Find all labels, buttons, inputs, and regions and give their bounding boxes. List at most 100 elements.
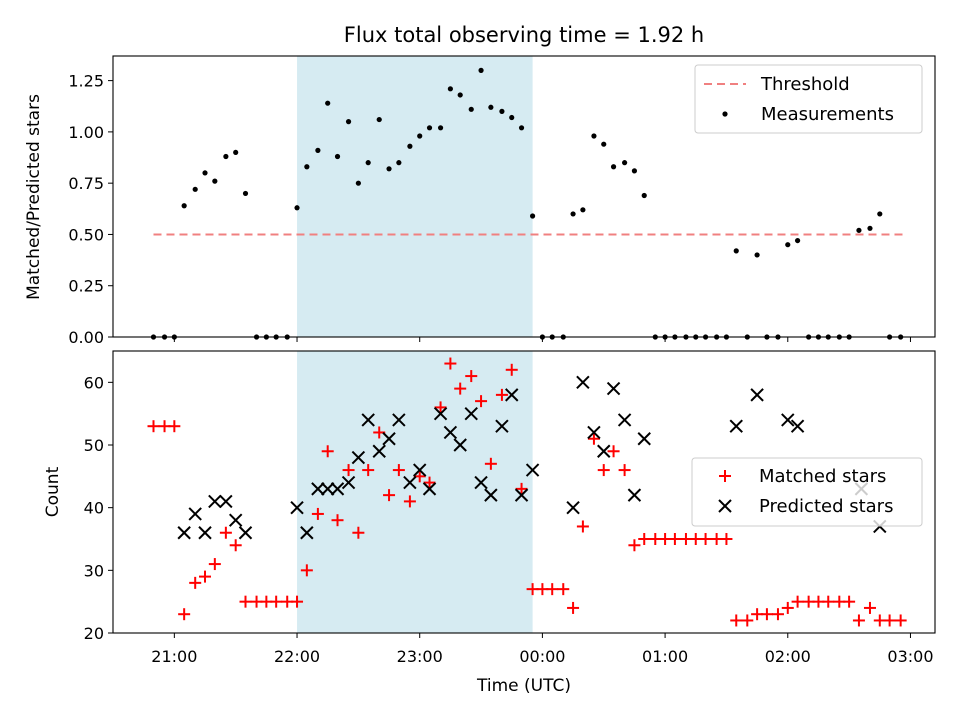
matched-star-point [189, 576, 202, 589]
predicted-star-point [382, 432, 396, 446]
predicted-star-point [413, 463, 427, 477]
predicted-star-point [505, 388, 519, 402]
predicted-star-point [617, 413, 632, 427]
bottom-y-tick-label: 30 [84, 561, 104, 580]
matched-star-point [373, 426, 386, 439]
matched-star-point [760, 608, 773, 621]
top-y-tick-label: 0.75 [68, 174, 104, 193]
predicted-star-point [474, 475, 488, 490]
predicted-star-point [781, 413, 795, 427]
bottom-shaded-span [297, 351, 533, 633]
predicted-star-point [238, 526, 253, 540]
matched-star-point [291, 595, 304, 608]
x-tick-label: 22:00 [274, 647, 320, 666]
matched-star-point [597, 464, 610, 477]
measurement-point [499, 108, 505, 114]
bottom-points [147, 357, 907, 627]
top-plot-frame [112, 55, 936, 338]
matched-star-point [352, 526, 365, 539]
bottom-y-axis-label: Count [43, 466, 63, 517]
matched-star-point [515, 482, 528, 495]
predicted-star-point [372, 444, 386, 458]
measurement-point [641, 192, 647, 199]
top-y-tick-label: 0.50 [68, 225, 104, 244]
measurement-point [334, 153, 341, 160]
measurement-point [478, 67, 484, 73]
measurement-point [202, 170, 208, 176]
measurement-point [396, 160, 402, 166]
top-y-ticks: 0.00 0.25 0.50 0.75 1.00 1.25 [68, 72, 113, 347]
predicted-star-point [597, 444, 611, 458]
matched-star-point [239, 595, 252, 608]
bottom-panel: 20 30 40 50 60 21:00 22:00 23:00 00:00 01:00 02:0… [43, 350, 936, 696]
top-y-tick-label: 0.25 [68, 277, 104, 296]
matched-star-point [342, 464, 355, 477]
x-tick-label: 01:00 [642, 647, 688, 666]
predicted-star-point [484, 488, 498, 502]
x-tick-label: 03:00 [887, 647, 933, 666]
measurement-point [580, 207, 586, 213]
measurement-point [294, 205, 300, 211]
predicted-star-point [525, 463, 540, 477]
measurement-point [518, 125, 525, 131]
measurement-point [509, 114, 515, 121]
predicted-star-point [177, 526, 191, 540]
top-y-tick-label: 1.25 [68, 72, 104, 91]
measurement-point [867, 225, 873, 231]
predicted-star-point [422, 482, 437, 496]
measurement-point [631, 168, 638, 174]
measurement-point [570, 211, 576, 217]
predicted-star-point [198, 526, 212, 540]
measurement-point [365, 160, 371, 166]
predicted-star-point [330, 482, 345, 496]
measurement-point [233, 149, 239, 156]
legend-measurements-swatch [722, 111, 728, 117]
top-legend-box [694, 64, 923, 134]
x-axis-label: Time (UTC) [476, 676, 571, 696]
measurement-point [610, 164, 617, 170]
x-tick-label: 23:00 [397, 647, 443, 666]
predicted-star-point [464, 406, 478, 421]
matched-star-point [638, 533, 651, 545]
predicted-star-point [627, 488, 642, 502]
measurement-point [181, 203, 187, 209]
measurement-point [212, 178, 218, 184]
predicted-star-point [637, 432, 651, 446]
measurement-point [407, 143, 413, 149]
matched-star-point [423, 476, 436, 489]
predicted-star-point [208, 494, 222, 509]
top-shaded-span [297, 56, 533, 337]
matched-star-point [791, 595, 804, 608]
measurement-point [355, 180, 361, 186]
x-tick-label: 02:00 [765, 647, 811, 666]
matched-star-point [219, 526, 232, 539]
measurement-point [242, 190, 249, 197]
measurement-point [192, 186, 198, 192]
predicted-star-point [750, 388, 764, 402]
predicted-star-point [300, 526, 314, 540]
predicted-star-point [514, 488, 529, 502]
measurement-point [325, 100, 331, 106]
measurement-point [856, 227, 862, 233]
matched-star-point [208, 558, 221, 571]
predicted-star-point [341, 475, 356, 490]
measurement-point [315, 147, 321, 153]
matched-star-point [505, 363, 518, 376]
measurement-point [447, 86, 453, 92]
measurement-point [488, 104, 494, 110]
matched-star-point [199, 570, 212, 583]
matched-star-point [168, 420, 181, 433]
matched-star-point [311, 507, 324, 520]
matched-star-point [413, 470, 426, 483]
predicted-star-point [219, 494, 233, 509]
predicted-star-point [188, 507, 202, 521]
measurement-point [877, 211, 883, 217]
predicted-star-point [495, 419, 509, 433]
matched-star-point [321, 445, 334, 458]
legend-threshold-label: Threshold [760, 74, 850, 95]
predicted-star-point [392, 413, 406, 427]
measurement-point [591, 133, 597, 139]
matched-star-point [495, 388, 508, 401]
predicted-star-point [453, 438, 467, 452]
matched-star-point [607, 445, 620, 458]
